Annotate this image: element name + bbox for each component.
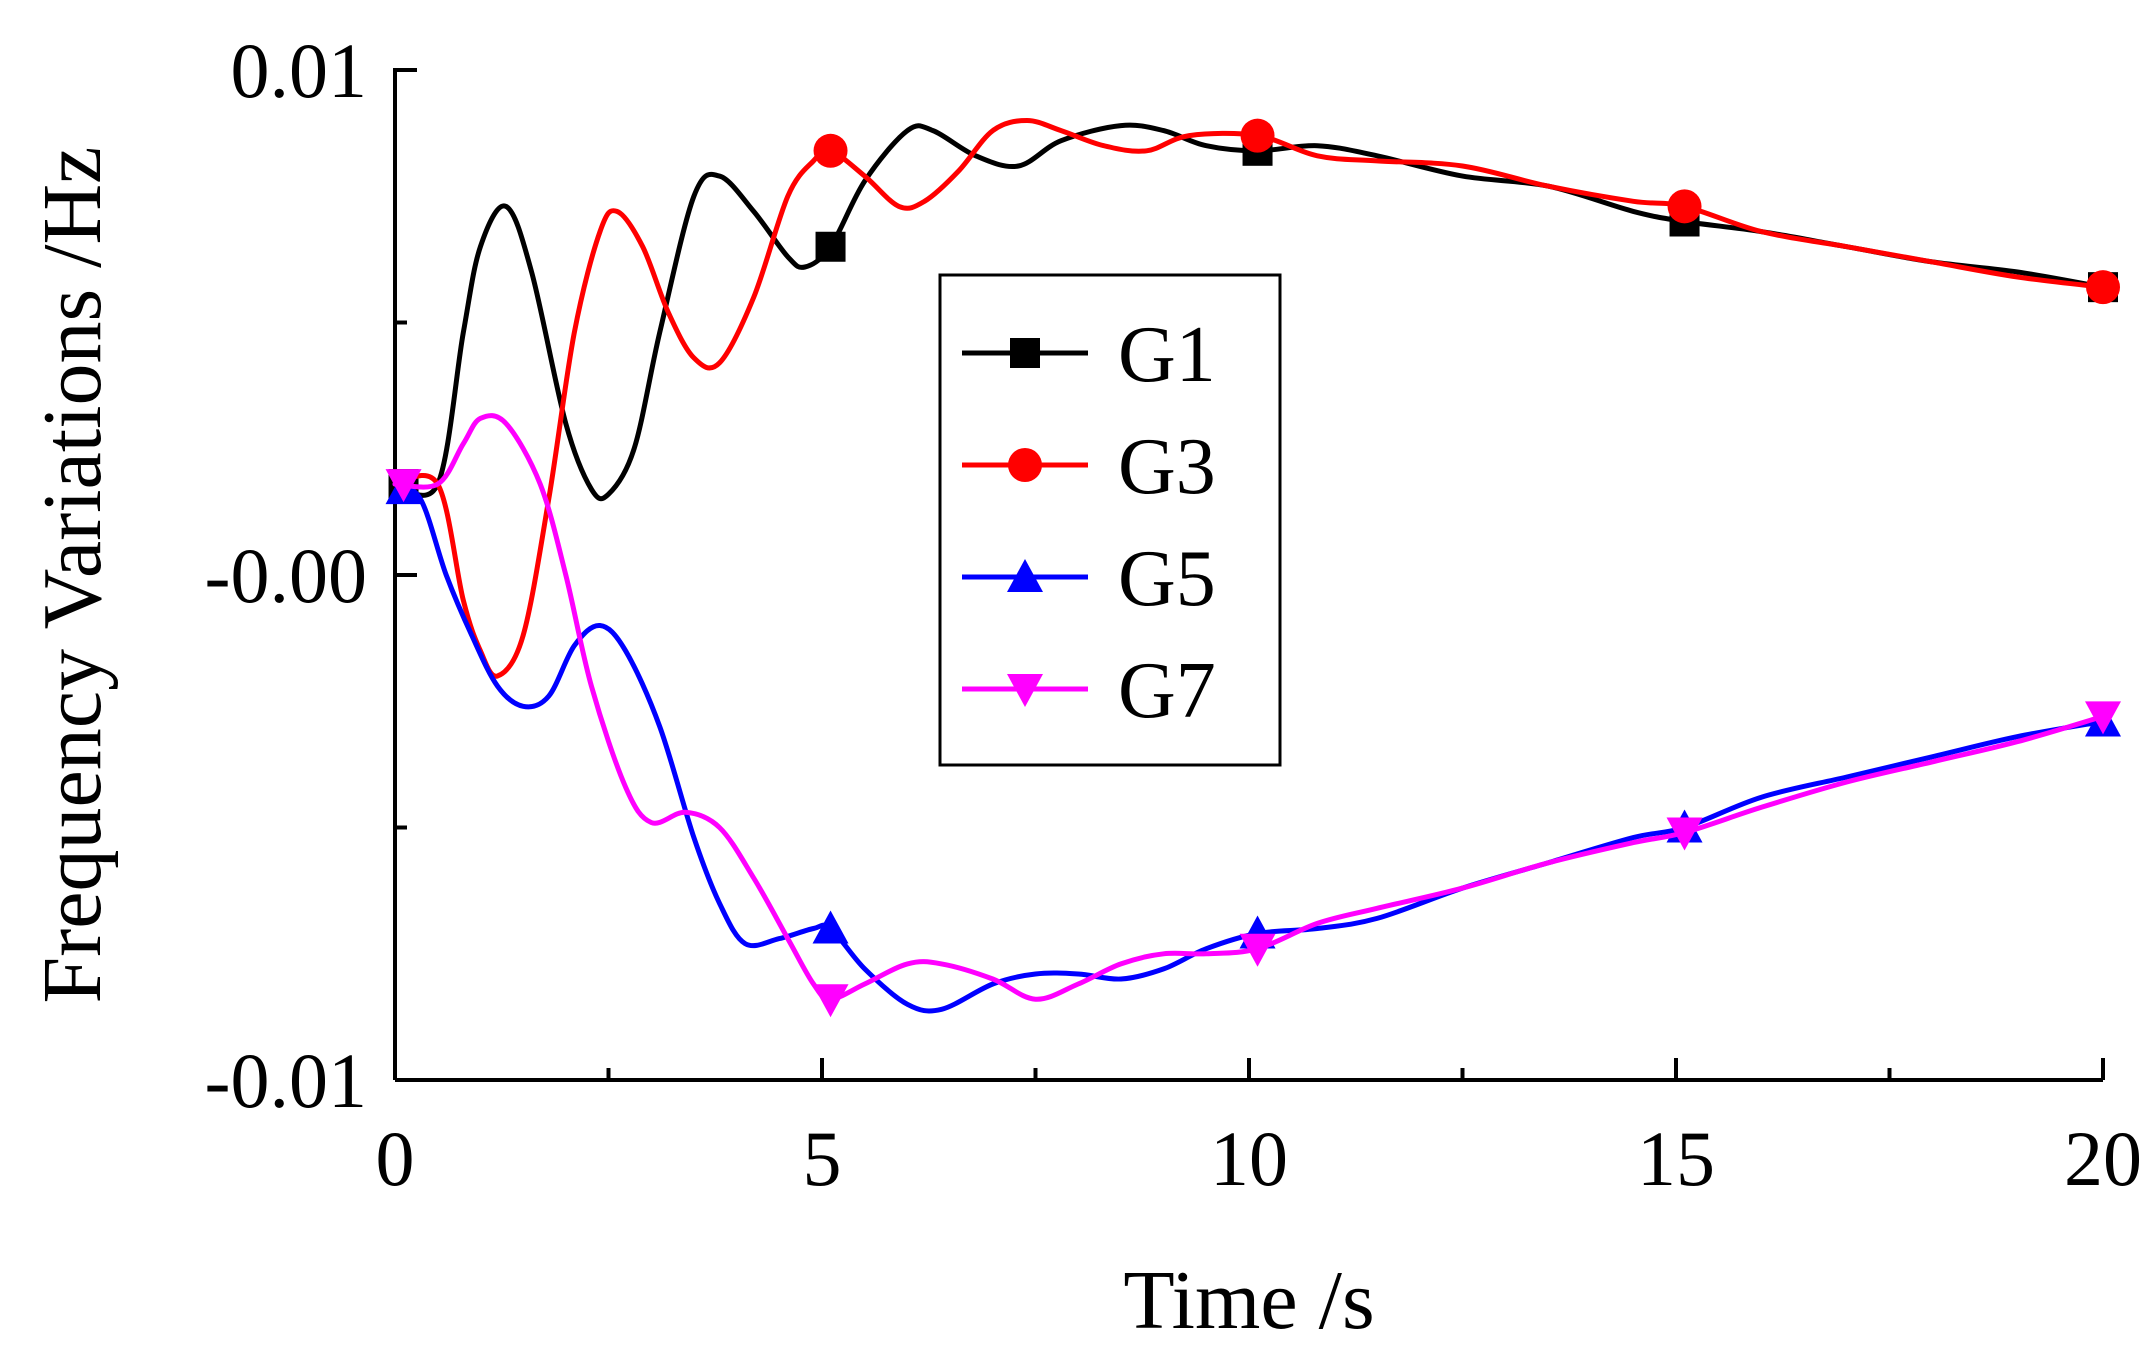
legend-item-g3: G3: [962, 423, 1216, 511]
series-g7-marker: [1239, 933, 1276, 967]
legend-marker-g3: [1008, 448, 1042, 482]
legend-box: [938, 273, 1282, 767]
y-tick-label: -0.00: [205, 532, 367, 619]
legend-item-g7: G7: [962, 647, 1216, 735]
series-g7-marker: [1666, 817, 1703, 851]
series-g3-marker: [2086, 270, 2120, 305]
axes: 0 5 10 15 20 0.01 -0.00 -0.01: [205, 27, 2142, 1202]
legend-marker-g5: [1007, 559, 1043, 592]
series-g3-marker: [1667, 189, 1702, 224]
series-g3-marker: [813, 133, 848, 168]
series-g1-marker: [815, 231, 846, 262]
legend-label-g3: G3: [1118, 423, 1216, 511]
y-tick-label: -0.01: [205, 1037, 367, 1124]
legend-label-g7: G7: [1118, 647, 1216, 735]
x-tick-label: 10: [1210, 1115, 1288, 1202]
series-g5-line: [392, 481, 2106, 1014]
legend-marker-g7: [1007, 674, 1043, 707]
y-tick-label: 0.01: [231, 27, 368, 114]
y-axis-title: Frequency Variations /Hz: [26, 147, 119, 1004]
x-tick-label: 15: [1637, 1115, 1715, 1202]
series-g7-marker: [385, 469, 422, 503]
series-g1-line: [392, 122, 2106, 502]
x-tick-label: 0: [376, 1115, 415, 1202]
x-tick-label: 5: [803, 1115, 842, 1202]
series-g7-line: [392, 413, 2106, 1002]
series-g3: [392, 118, 2120, 679]
legend-item-g5: G5: [962, 535, 1216, 623]
series-g7: [385, 413, 2121, 1018]
legend-label-g5: G5: [1118, 535, 1216, 623]
x-axis-title: Time /s: [1123, 1254, 1374, 1347]
series-layer: [385, 118, 2121, 1018]
series-g3-line: [392, 118, 2106, 679]
legend-item-g1: G1: [962, 311, 1216, 399]
series-g3-marker: [1240, 118, 1275, 153]
legend: G1 G3 G5 G7: [938, 273, 1282, 767]
legend-marker-g1: [1010, 338, 1040, 368]
x-tick-label: 20: [2064, 1115, 2142, 1202]
series-g5-marker: [812, 910, 849, 944]
legend-label-g1: G1: [1118, 311, 1216, 399]
series-g7-marker: [812, 984, 849, 1018]
series-g7-marker: [2085, 701, 2121, 735]
